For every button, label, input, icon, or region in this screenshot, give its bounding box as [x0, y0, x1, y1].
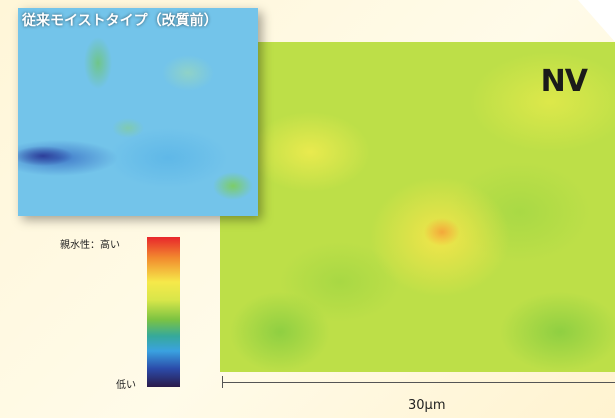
- scale-label: 30μm: [408, 398, 445, 413]
- scale-bar: [222, 382, 615, 383]
- page-corner: [578, 0, 615, 42]
- color-scale: [147, 237, 180, 387]
- figure: NV 従来モイストタイプ（改質前） 親水性：高い 低い 30μm: [0, 0, 615, 418]
- logo: NV: [541, 64, 587, 99]
- small-heatmap: 従来モイストタイプ（改質前）: [18, 8, 258, 216]
- high-label: 親水性：高い: [60, 236, 120, 251]
- large-heatmap: NV: [220, 42, 615, 372]
- small-map-title: 従来モイストタイプ（改質前）: [22, 10, 218, 30]
- low-label: 低い: [116, 376, 136, 391]
